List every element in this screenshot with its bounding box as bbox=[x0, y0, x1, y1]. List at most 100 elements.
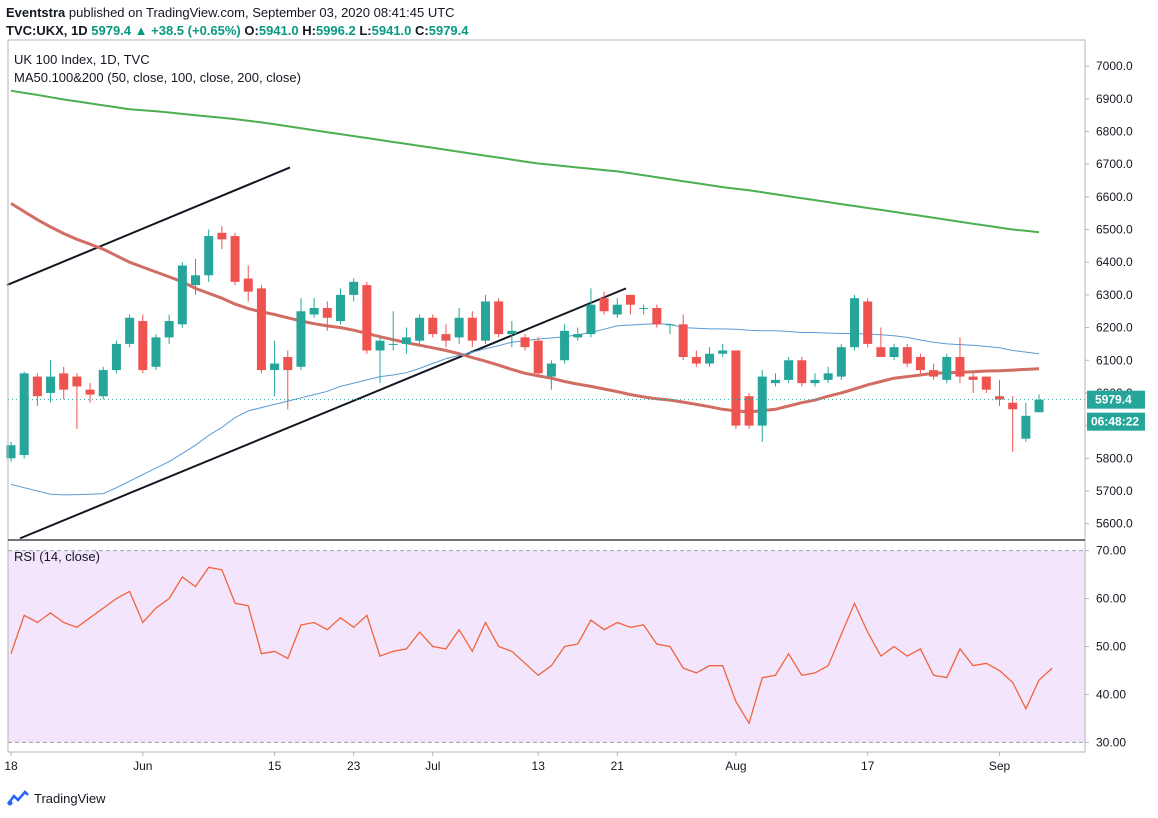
ma100-line bbox=[10, 202, 1040, 414]
x-tick-label: 18 bbox=[4, 759, 18, 773]
candle-body bbox=[98, 370, 108, 397]
candle-body bbox=[784, 360, 794, 380]
price-change: +38.5 (+0.65%) bbox=[151, 23, 241, 38]
main-title: UK 100 Index, 1D, TVC bbox=[14, 52, 150, 67]
candle-body bbox=[520, 337, 530, 348]
y-tick-label: 5600.0 bbox=[1096, 517, 1133, 531]
candle-body bbox=[863, 301, 873, 344]
countdown-tag: 06:48:22 bbox=[1091, 415, 1139, 429]
brand-label[interactable]: TradingView bbox=[34, 790, 106, 806]
candle-body bbox=[85, 389, 95, 395]
candle-body bbox=[454, 317, 464, 338]
x-tick-label: 15 bbox=[268, 759, 282, 773]
candle-body bbox=[230, 236, 240, 282]
candle-body bbox=[177, 265, 187, 325]
y-tick-label: 6200.0 bbox=[1096, 321, 1133, 335]
x-tick-label: Aug bbox=[725, 759, 746, 773]
candle-body bbox=[665, 324, 675, 326]
rsi-tick-label: 70.00 bbox=[1096, 544, 1126, 558]
candle-body bbox=[850, 298, 860, 348]
y-tick-label: 7000.0 bbox=[1096, 59, 1133, 73]
ohlc-line: TVC:UKX, 1D 5979.4 ▲ +38.5 (+0.65%) O:59… bbox=[6, 22, 469, 40]
candle-body bbox=[375, 340, 385, 351]
rsi-tick-label: 50.00 bbox=[1096, 640, 1126, 654]
x-tick-label: Sep bbox=[989, 759, 1011, 773]
rsi-title: RSI (14, close) bbox=[14, 549, 100, 564]
candle-body bbox=[929, 370, 939, 377]
candle-body bbox=[599, 298, 609, 312]
candle-body bbox=[72, 376, 82, 387]
candle-body bbox=[349, 281, 359, 295]
rsi-pane[interactable] bbox=[8, 550, 1085, 743]
rsi-tick-label: 40.00 bbox=[1096, 687, 1126, 701]
y-tick-label: 5700.0 bbox=[1096, 484, 1133, 498]
x-tick-label: 13 bbox=[532, 759, 546, 773]
low-value: 5941.0 bbox=[371, 23, 412, 38]
candle-body bbox=[243, 278, 253, 292]
candle-body bbox=[494, 301, 504, 335]
y-tick-label: 6600.0 bbox=[1096, 190, 1133, 204]
tradingview-logo-icon bbox=[7, 790, 29, 806]
candle-body bbox=[573, 334, 583, 338]
x-tick-label: 23 bbox=[347, 759, 361, 773]
candle-body bbox=[270, 363, 280, 371]
candle-body bbox=[6, 445, 16, 459]
candle-body bbox=[612, 304, 622, 315]
y-tick-label: 6300.0 bbox=[1096, 288, 1133, 302]
candle-body bbox=[691, 356, 701, 364]
price-pane[interactable] bbox=[6, 89, 1086, 540]
countdown-box bbox=[1087, 412, 1145, 431]
candle-body bbox=[217, 232, 227, 240]
close-label: C: bbox=[415, 23, 429, 38]
rsi-line bbox=[10, 566, 1053, 725]
candle-body bbox=[1008, 402, 1018, 410]
author-name[interactable]: Eventstra bbox=[6, 5, 66, 20]
close-value: 5979.4 bbox=[428, 23, 469, 38]
candle-body bbox=[995, 396, 1004, 400]
y-tick-label: 6100.0 bbox=[1096, 353, 1133, 367]
candle-body bbox=[981, 376, 991, 390]
candle-body bbox=[560, 330, 570, 361]
candle-body bbox=[876, 347, 886, 357]
low-label: L: bbox=[359, 23, 372, 38]
y-tick-label: 6800.0 bbox=[1096, 125, 1133, 139]
candle-body bbox=[467, 317, 477, 341]
candle-body bbox=[889, 347, 899, 357]
candle-body bbox=[125, 317, 135, 344]
open-label: O: bbox=[244, 23, 259, 38]
symbol-label: TVC:UKX, 1D bbox=[6, 23, 88, 38]
candle-body bbox=[546, 363, 556, 377]
high-label: H: bbox=[302, 23, 316, 38]
candle-body bbox=[744, 396, 754, 426]
x-tick-label: 21 bbox=[611, 759, 625, 773]
candle-body bbox=[19, 373, 29, 456]
high-value: 5996.2 bbox=[315, 23, 356, 38]
trendline-lower bbox=[19, 287, 627, 540]
open-value: 5941.0 bbox=[258, 23, 299, 38]
candle-body bbox=[204, 236, 214, 276]
rsi-tick-label: 60.00 bbox=[1096, 592, 1126, 606]
candle-body bbox=[797, 360, 807, 384]
y-tick-label: 5800.0 bbox=[1096, 451, 1133, 465]
candle-body bbox=[533, 340, 543, 374]
candle-body bbox=[718, 350, 728, 354]
candle-body bbox=[770, 379, 780, 384]
candle-body bbox=[111, 343, 121, 371]
candle-body bbox=[191, 275, 201, 286]
candle-body bbox=[731, 350, 741, 426]
chart-header: Eventstra published on TradingView.com, … bbox=[6, 4, 469, 40]
footer: TradingView bbox=[6, 790, 106, 806]
candle-body bbox=[428, 317, 438, 335]
candle-body bbox=[32, 376, 42, 397]
candle-body bbox=[915, 356, 925, 371]
candle-body bbox=[256, 288, 266, 371]
y-tick-label: 6900.0 bbox=[1096, 92, 1133, 106]
candle-body bbox=[322, 307, 332, 318]
axes: 7000.0 6900.0 6800.0 6700.0 6600.0 6500.0 6400… bbox=[4, 39, 1145, 773]
candle-body bbox=[336, 294, 345, 322]
last-price-tag: 5979.4 bbox=[1095, 393, 1132, 407]
candle-body bbox=[296, 311, 306, 367]
y-tick-label: 6400.0 bbox=[1096, 255, 1133, 269]
candle-body bbox=[59, 373, 69, 390]
